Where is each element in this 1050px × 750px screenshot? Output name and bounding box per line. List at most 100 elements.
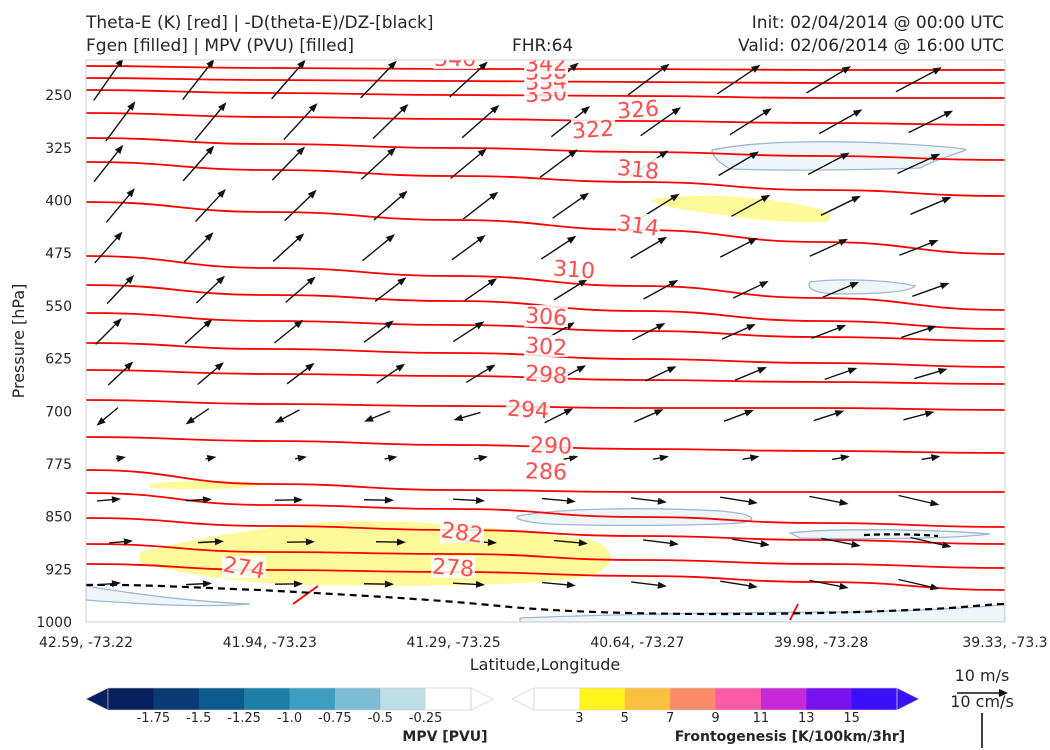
wind-key-label-bottom: 10 cm/s: [950, 692, 1014, 711]
theta-e-label-bg: [524, 305, 568, 327]
wind-vector-head: [384, 496, 394, 504]
wind-vector-head: [296, 146, 306, 156]
colorbar-tick-label: 13: [798, 711, 815, 726]
wind-vector-head: [655, 323, 666, 331]
x-tick-label: 41.29, -73.25: [407, 635, 501, 651]
wind-vector-head: [297, 60, 306, 69]
wind-vector-head: [111, 580, 121, 588]
wind-vector-head: [111, 496, 121, 504]
wind-vector-head: [653, 409, 664, 416]
wind-vector-head: [206, 455, 217, 462]
wind-vector: [449, 62, 487, 98]
fgen-colorbar: 3 5 7 9 11 13 15: [511, 687, 920, 726]
wind-vector: [818, 109, 862, 135]
theta-e-label: 282: [439, 518, 484, 549]
wind-vector-head: [126, 188, 135, 198]
theta-e-label: 286: [525, 459, 568, 485]
wind-vector-head: [487, 278, 498, 287]
wind-vector-head: [657, 581, 667, 589]
colorbar-tick-label: 11: [753, 711, 770, 726]
colorbar-frame: [107, 687, 472, 711]
wind-vector-head: [453, 414, 464, 421]
theta-e-contour: [86, 201, 1005, 255]
theta-e-label-bg: [524, 363, 568, 385]
wind-key-label-top: 10 m/s: [955, 666, 1010, 685]
wind-vector-head: [568, 149, 578, 158]
theta-e-label: 278: [431, 555, 475, 583]
wind-vector-head: [486, 364, 496, 373]
wind-vector: [820, 196, 860, 216]
colorbar-swatch: [534, 688, 580, 710]
theta-e-contour: [86, 543, 1005, 569]
y-axis-label: Pressure [hPa]: [9, 284, 28, 399]
colorbar-swatch: [670, 688, 716, 710]
wind-vector-head: [124, 361, 134, 371]
wind-vector-head: [670, 193, 680, 202]
wind-vector-head: [929, 583, 940, 591]
theta-e-label-bg: [440, 521, 484, 543]
theta-e-contour: [86, 255, 1005, 311]
theta-e-contour: [86, 492, 1005, 528]
theta-e-contour: [86, 469, 1005, 493]
x-tick-label: 42.59, -73.22: [39, 635, 133, 651]
colorbar-swatch: [334, 688, 381, 710]
colorbar-frame: [533, 687, 898, 711]
wind-vector-head: [114, 231, 123, 241]
wind-vector-head: [748, 582, 758, 590]
colorbar-swatch: [244, 688, 290, 710]
wind-vector-head: [834, 410, 845, 417]
wind-vector-head: [203, 319, 213, 328]
colorbar-tick-label: 5: [621, 711, 629, 726]
wind-vector-head: [941, 541, 952, 549]
theta-e-label-bg: [552, 258, 596, 280]
wind-vector: [539, 150, 577, 178]
wind-vector-head: [398, 190, 408, 200]
wind-vector-head: [214, 538, 224, 546]
colorbar-swatch: [289, 688, 336, 710]
wind-vector-head: [847, 367, 858, 375]
wind-vector-head: [759, 281, 769, 289]
wind-vector-head: [294, 319, 304, 329]
colorbar-swatch: [153, 688, 200, 710]
wind-vector-head: [581, 106, 591, 115]
wind-vector-head: [297, 454, 307, 462]
wind-vector-head: [478, 61, 488, 71]
wind-vector-head: [578, 279, 588, 287]
wind-vector-head: [762, 108, 772, 116]
wind-vector: [461, 105, 499, 139]
y-tick-label: 325: [45, 141, 72, 157]
wind-vector-head: [851, 195, 861, 203]
colorbar-swatch: [624, 688, 671, 710]
theta-e-label: 298: [524, 362, 568, 390]
wind-vector: [284, 190, 316, 222]
wind-vector-head: [478, 454, 488, 462]
dtheta-dz-contour-line: [86, 583, 1005, 616]
wind-vector: [627, 64, 669, 96]
theta-e-label: 302: [524, 334, 568, 362]
wind-vector-head: [123, 538, 133, 546]
wind-vector: [641, 194, 679, 218]
y-tick-label: 550: [45, 299, 72, 315]
wind-vector: [731, 195, 769, 217]
wind-vector-head: [305, 538, 315, 546]
wind-vector: [271, 60, 305, 100]
wind-vector-head: [388, 60, 397, 70]
wind-vector-head: [395, 363, 406, 372]
wind-vector-head: [836, 325, 847, 332]
wind-vector-head: [364, 415, 374, 422]
theta-e-label: 326: [616, 97, 660, 125]
wind-vector-head: [218, 102, 227, 112]
wind-key: 10 m/s 10 cm/s: [950, 666, 1014, 748]
wind-vector-head: [305, 362, 315, 372]
colorbar-swatch: [425, 688, 472, 710]
wind-vector-head: [399, 104, 409, 113]
y-tick-label: 250: [45, 88, 72, 104]
wind-vector-head: [928, 240, 939, 247]
y-tick-label: 475: [45, 246, 72, 262]
wind-vector-head: [476, 235, 486, 244]
wind-vector: [807, 152, 849, 176]
theta-e-label-bg: [616, 158, 660, 180]
wind-vector-head: [114, 144, 124, 154]
wind-vector-head: [293, 580, 303, 588]
